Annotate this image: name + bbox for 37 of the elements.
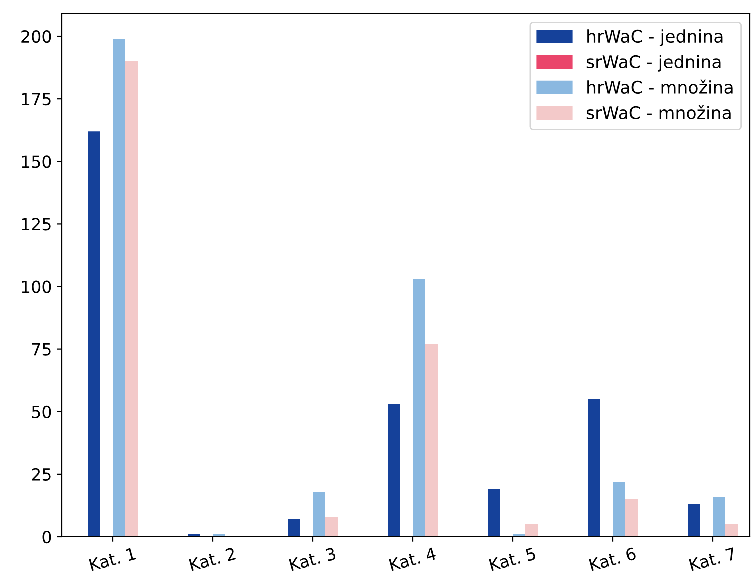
bar: [413, 279, 426, 537]
x-tick-label: Kat. 1: [89, 548, 136, 572]
x-tick-label: Kat. 4: [389, 547, 437, 572]
y-tick-label: 200: [22, 30, 52, 44]
x-tick-label: Kat. 3: [289, 547, 336, 572]
bar: [426, 344, 438, 537]
bar: [726, 524, 738, 537]
x-tick-label: Kat. 2: [189, 547, 236, 572]
y-tick-label: 25: [32, 468, 51, 482]
bar: [613, 482, 626, 537]
legend-label: hrWaC - jednina: [588, 30, 723, 46]
bar: [88, 132, 100, 537]
y-tick-label: 100: [22, 280, 52, 294]
legend-label: hrWaC - množina: [588, 80, 733, 94]
bar: [488, 489, 500, 537]
bar: [526, 524, 538, 537]
y-tick-label: 125: [22, 218, 51, 231]
bar: [588, 399, 600, 537]
bar: [313, 492, 326, 537]
bar: [288, 519, 300, 537]
x-tick-label: Kat. 7: [689, 548, 736, 572]
bar: [688, 504, 700, 537]
legend-label: srWaC - jednina: [586, 55, 721, 72]
y-tick-label: 0: [42, 530, 52, 544]
y-tick-label: 150: [22, 156, 52, 168]
bar: [113, 39, 126, 537]
y-tick-label: 175: [22, 93, 51, 106]
bar: [326, 516, 338, 537]
legend-label: srWaC - množina: [586, 105, 731, 120]
bar: [713, 496, 726, 537]
bar: [626, 499, 638, 537]
x-tick-label: Kat. 5: [489, 548, 536, 572]
bar: [388, 404, 400, 537]
x-tick-label: Kat. 6: [589, 547, 637, 572]
bar: [126, 62, 138, 537]
y-tick-label: 50: [32, 406, 52, 418]
y-tick-label: 75: [32, 344, 51, 356]
